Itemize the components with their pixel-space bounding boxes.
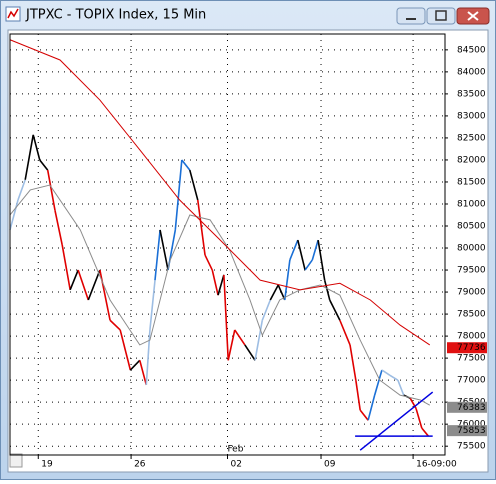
price-segment xyxy=(109,319,121,331)
y-tick-label: 77500 xyxy=(457,354,486,364)
y-tick-label: 77000 xyxy=(457,376,486,386)
price-label-box xyxy=(447,342,487,354)
x-tick-label: 26 xyxy=(134,460,146,470)
price-segment xyxy=(289,239,299,261)
price-segment xyxy=(244,344,256,361)
minimize-button[interactable] xyxy=(396,7,426,25)
price-segment xyxy=(129,359,141,371)
price-segment xyxy=(217,274,225,296)
price-segment xyxy=(269,284,279,301)
x-tick-label: 09 xyxy=(324,460,336,470)
price-label: 77736 xyxy=(457,343,486,353)
y-tick-label: 82500 xyxy=(457,133,486,143)
price-segment xyxy=(329,299,341,321)
maximize-button[interactable] xyxy=(426,7,456,25)
price-segment xyxy=(415,408,423,429)
app-icon-graph xyxy=(7,8,19,19)
y-tick-label: 78500 xyxy=(457,310,486,320)
price-segment xyxy=(311,239,319,261)
price-segment xyxy=(149,280,156,331)
y-tick-label: 82000 xyxy=(457,155,486,165)
y-tick-label: 84000 xyxy=(457,67,486,77)
price-segment xyxy=(397,379,405,396)
chart-area xyxy=(7,29,489,473)
plot: 84500 84000 83500 83000 82500 82000 81500 81000… xyxy=(9,34,487,470)
price-segment xyxy=(77,269,90,301)
price-segment xyxy=(87,269,101,301)
price-segment xyxy=(196,199,206,256)
price-segment xyxy=(317,239,326,281)
y-tick-label: 79500 xyxy=(457,266,486,276)
price-segment xyxy=(355,380,361,411)
price-segment xyxy=(189,169,199,201)
price-segment xyxy=(349,344,357,381)
price-segment xyxy=(99,269,111,321)
y-tick-label: 81000 xyxy=(457,199,486,209)
price-segment xyxy=(421,427,429,437)
price-segment xyxy=(283,259,291,301)
price-segment xyxy=(389,374,399,381)
price-label: 75853 xyxy=(457,426,486,436)
x-tick-label: 19 xyxy=(41,460,53,470)
moving-average xyxy=(9,184,431,406)
trend-line xyxy=(359,391,434,451)
y-tick-label: 79000 xyxy=(457,288,486,298)
y-tick-label: 80500 xyxy=(457,222,486,232)
price-segment xyxy=(359,409,369,421)
price-label: 76383 xyxy=(457,403,486,413)
y-tick-label: 76000 xyxy=(457,420,486,430)
price-segment xyxy=(223,274,230,361)
price-segment xyxy=(61,244,71,290)
price-segment xyxy=(181,159,191,171)
maximize-icon xyxy=(435,10,447,21)
price-segment xyxy=(227,329,236,361)
price-label-box xyxy=(447,425,487,437)
price-segment xyxy=(261,299,272,321)
price-segment xyxy=(254,320,264,361)
price-segment xyxy=(373,369,383,396)
price-segment xyxy=(234,329,246,346)
price-segment xyxy=(339,319,351,346)
close-icon xyxy=(467,11,479,21)
price-segment xyxy=(9,199,19,231)
price-segment xyxy=(54,209,63,246)
price-segment xyxy=(24,134,34,180)
y-tick-label: 83000 xyxy=(457,111,486,121)
price-segment xyxy=(32,134,41,161)
price-segment xyxy=(139,360,148,386)
price-segment xyxy=(17,179,26,201)
scroll-box[interactable] xyxy=(9,453,23,468)
y-tick-label: 84500 xyxy=(457,45,486,55)
price-segment xyxy=(154,229,161,281)
price-segment xyxy=(304,259,313,271)
price-label-box xyxy=(447,401,487,413)
y-tick-label: 81500 xyxy=(457,177,486,187)
price-segment xyxy=(381,369,391,376)
plot-border xyxy=(9,33,446,456)
price-segment xyxy=(159,229,169,271)
price-segment xyxy=(145,329,151,386)
price-segment xyxy=(211,269,219,296)
window-buttons xyxy=(396,7,490,25)
price-segment xyxy=(297,239,306,271)
price-segment xyxy=(367,394,376,421)
month-label: Feb xyxy=(228,445,244,455)
price-segment xyxy=(323,279,331,301)
y-tick-label: 78000 xyxy=(457,332,486,342)
y-tick-label: 80000 xyxy=(457,244,486,254)
price-segment xyxy=(174,159,183,231)
y-tick-label: 83500 xyxy=(457,89,486,99)
window-title: JTPXC - TOPIX Index, 15 Min xyxy=(25,8,206,23)
moving-average xyxy=(9,39,431,346)
price-segment xyxy=(46,169,56,211)
x-tick-label: 02 xyxy=(231,460,242,470)
y-tick-label: 75500 xyxy=(457,442,486,452)
price-segment xyxy=(119,329,132,371)
x-tick-label: 16-09:00 xyxy=(416,460,457,470)
price-segment xyxy=(204,254,213,271)
price-segment xyxy=(39,159,49,171)
price-segment xyxy=(69,269,79,291)
